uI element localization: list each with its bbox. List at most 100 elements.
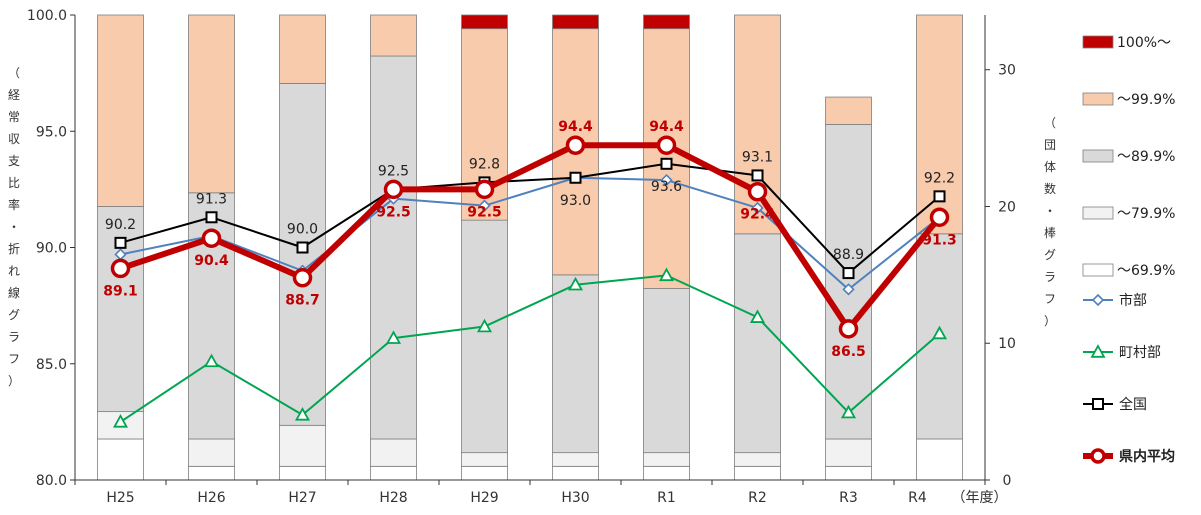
line-marker [842,283,855,296]
line-marker [749,309,766,323]
bar-segment [188,192,235,440]
axis-title-char: ・ [7,220,20,234]
line-marker [751,169,764,182]
national-data-label: 91.3 [196,191,227,207]
bar-segment [552,14,599,30]
bar-segment [461,465,508,481]
axis-title-char: ） [7,374,20,388]
legend-label: ～79.9% [1117,206,1175,222]
bar-segment [643,452,690,467]
x-tick-label: H25 [106,490,134,506]
axis-title-char: 収 [7,132,20,146]
axis-title-char: 折 [7,242,20,256]
axis-title-char: ） [1043,314,1056,328]
left-tick-label: 90.0 [36,241,67,257]
line-marker [474,179,495,200]
legend-label: 市部 [1119,292,1147,309]
axis-title-char: 率 [7,198,20,212]
x-tick-label: H28 [379,490,407,506]
legend-swatch [1082,263,1114,277]
series-line [120,162,941,275]
axis-title-char: 棒 [1043,226,1056,240]
average-data-label: 94.4 [558,119,593,135]
line-series [114,171,946,296]
axis-title-char: 経 [7,88,20,102]
line-series [110,135,950,339]
line-marker [385,330,402,344]
bar-segment [370,438,417,467]
axis-title-char: フ [7,352,20,366]
axis-title-char: ラ [1043,270,1056,284]
line-marker [838,319,859,339]
bar-segment [279,424,326,467]
line-marker [201,228,222,248]
bar-segment [643,14,690,30]
line-series [112,267,948,428]
bar-segment [370,55,417,440]
line-marker [569,171,582,184]
average-data-label: 89.1 [103,283,138,299]
bar-segment [97,438,144,481]
axis-title-char: グ [1043,248,1056,262]
x-tick-label: H27 [288,490,316,506]
national-data-label: 90.0 [287,222,318,238]
legend-label: 全国 [1119,396,1147,413]
line-marker [747,181,768,202]
national-data-label: 92.2 [924,170,955,186]
average-data-label: 92.5 [376,204,411,220]
axis-title-char: 支 [7,154,20,168]
national-data-label: 93.6 [651,179,682,195]
bar-segment [461,219,508,454]
x-tick-label: H26 [197,490,225,506]
bar-segment [552,465,599,481]
series-line [119,142,942,332]
bar-segment [97,14,144,207]
line-marker [842,267,855,280]
line-marker [840,404,857,419]
left-tick-label: 80.0 [36,473,67,489]
legend-label: ～99.9% [1117,92,1175,108]
axis-title-char: ラ [7,330,20,344]
bar-segment [734,465,781,481]
national-data-label: 90.2 [105,217,136,233]
bar-segment [825,124,872,440]
bar-segment [370,465,417,481]
right-axis-title: （ 団体数・棒グラフ ） [1042,112,1058,332]
line-marker [1090,448,1106,464]
line-marker [1090,344,1106,358]
axis-title-char: （ [1043,116,1056,130]
line-marker [656,135,677,155]
bar-segment [552,452,599,467]
line-marker [929,207,950,228]
bar-segment [279,465,326,481]
line-marker [1092,398,1104,410]
bar-segment [461,14,508,30]
bar-segment [825,438,872,467]
line-marker [296,241,309,254]
average-data-label: 86.5 [831,344,866,360]
line-marker [660,157,673,170]
axis-title-char: 数 [1043,182,1056,196]
line-marker [933,190,946,203]
legend-label: 県内平均 [1119,448,1175,465]
national-data-label: 92.5 [378,163,409,179]
legend-label: 100%～ [1117,35,1171,51]
bar-segment [643,288,690,454]
line-marker [205,211,218,224]
legend-swatch [1082,206,1114,220]
axis-title-char: グ [7,308,20,322]
bar-segment [825,96,872,125]
right-tick-label: 0 [1003,473,1012,489]
bar-segment [916,438,963,481]
axis-title-char: 比 [7,176,20,190]
line-marker [567,276,584,291]
line-marker [751,201,764,215]
line-marker [110,258,131,279]
legend-label: 町村部 [1119,345,1161,361]
left-tick-label: 100.0 [27,8,67,24]
bar-segment [825,465,872,481]
legend-swatch [1082,92,1114,106]
bar-segment [188,465,235,481]
right-tick-label: 20 [998,199,1016,215]
